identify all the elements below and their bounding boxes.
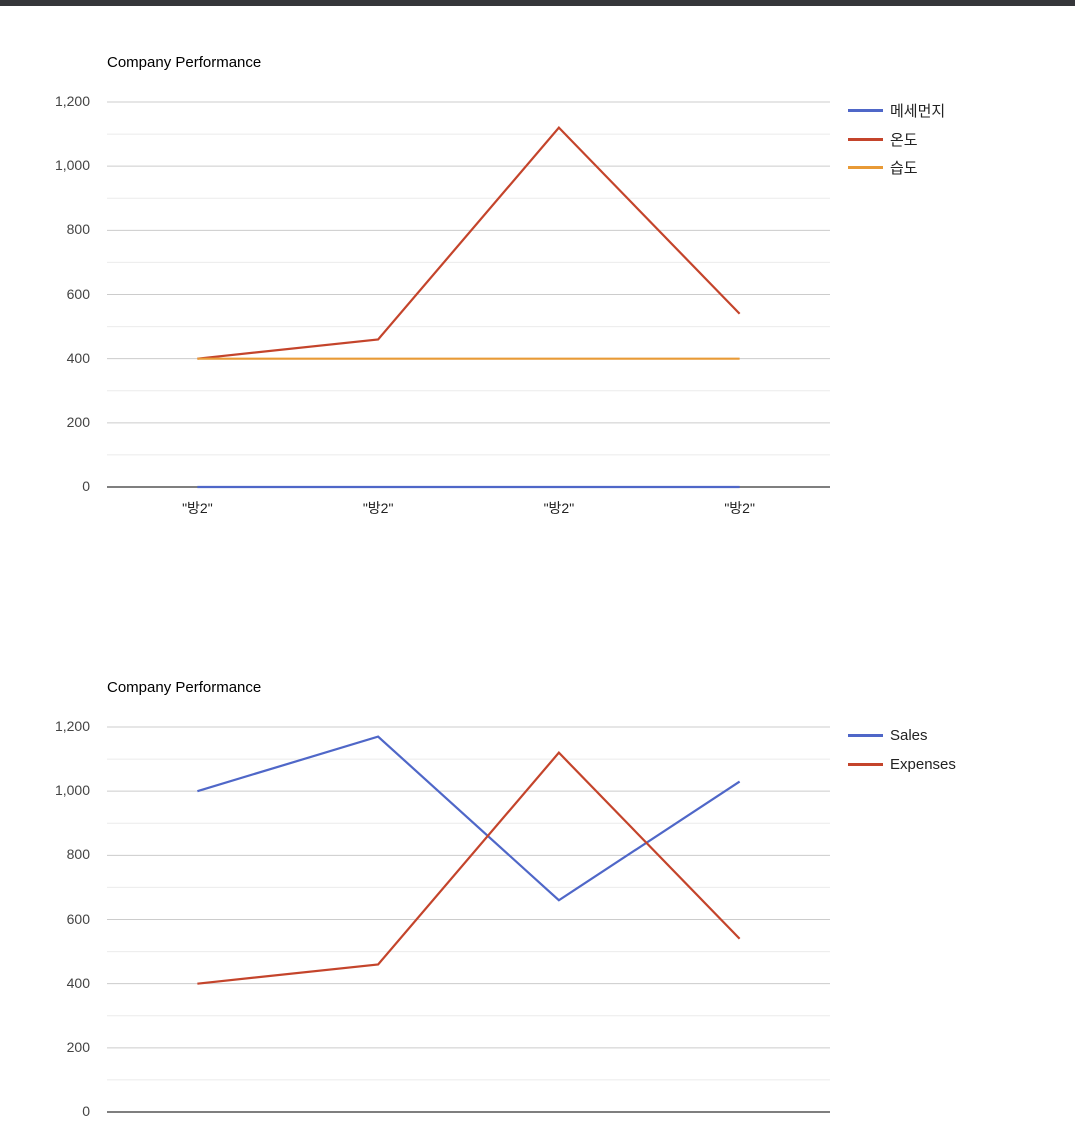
legend-label: 온도 <box>890 131 918 149</box>
x-axis-tick-label: "방2" <box>724 500 755 516</box>
y-axis-tick-label: 1,000 <box>54 782 90 799</box>
series-line[interactable] <box>197 735 741 902</box>
x-axis-tick-label: "방2" <box>362 500 394 516</box>
y-axis-tick-label: 600 <box>66 910 90 927</box>
legend-line-icon <box>848 108 883 112</box>
y-axis-tick-label: 800 <box>66 846 90 863</box>
legend-item[interactable]: Expenses <box>848 750 956 779</box>
y-axis-tick-label: 800 <box>66 221 90 238</box>
legend-label: 메세먼지 <box>890 102 946 120</box>
y-axis-tick-label: 400 <box>66 974 90 991</box>
legend-label: Expenses <box>890 755 956 773</box>
y-axis-tick-label: 200 <box>66 1038 90 1055</box>
y-axis-tick-label: 0 <box>82 478 90 494</box>
x-axis-tick-label: "방2" <box>543 500 575 516</box>
y-axis-tick-label: 1,000 <box>54 157 90 174</box>
line-chart-1: Company Performance 1,200 1,000 800 600 400 2… <box>0 0 1075 520</box>
chart-title: Company Performance <box>107 679 262 696</box>
legend-line-icon <box>848 733 883 737</box>
legend-line-icon <box>848 762 883 766</box>
legend-line-icon <box>848 166 883 170</box>
y-axis-tick-label: 600 <box>66 285 90 302</box>
browser-top-bar <box>0 0 1075 6</box>
series-line[interactable] <box>197 126 741 360</box>
y-axis-tick-label: 1,200 <box>54 718 90 734</box>
legend-label: Sales <box>890 726 928 744</box>
legend-item[interactable]: 온도 <box>848 125 945 154</box>
chart-plot-area <box>107 101 830 489</box>
chart-plot-area <box>107 726 830 1113</box>
legend-item[interactable]: 메세먼지 <box>848 96 945 125</box>
legend-item[interactable]: Sales <box>848 721 956 750</box>
legend-line-icon <box>848 137 883 141</box>
chart-legend: Sales Expenses <box>848 721 956 778</box>
chart-title: Company Performance <box>107 54 262 71</box>
x-axis-tick-label: "방2" <box>182 500 213 516</box>
y-axis-tick-label: 1,200 <box>54 93 90 109</box>
y-axis-tick-label: 400 <box>66 349 90 366</box>
legend-label: 습도 <box>890 160 918 178</box>
series-line[interactable] <box>197 751 741 985</box>
y-axis-tick-label: 200 <box>66 413 90 430</box>
line-chart-2: Company Performance 1,200 1,000 800 600 400 2… <box>0 625 1075 1119</box>
legend-item[interactable]: 습도 <box>848 153 945 182</box>
y-axis-tick-label: 0 <box>82 1103 90 1119</box>
